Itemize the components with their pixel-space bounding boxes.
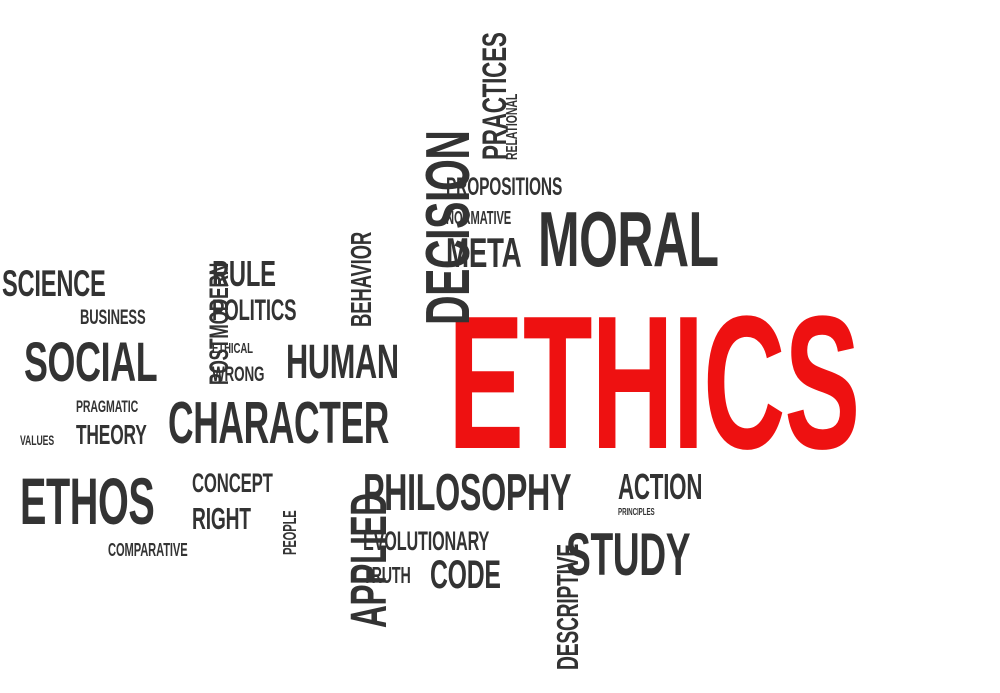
word-ethos: ETHOS (20, 464, 155, 538)
word-theory: THEORY (76, 419, 147, 450)
word-science: SCIENCE (2, 263, 106, 304)
word-comparative: COMPARATIVE (108, 540, 188, 560)
word-people: PEOPLE (280, 510, 300, 555)
word-character: CHARACTER (168, 390, 390, 456)
word-ethics: ETHICS (448, 277, 860, 489)
word-ethical: ETHICAL (212, 340, 253, 357)
word-pragmatic: PRAGMATIC (76, 397, 139, 416)
word-rule: RULE (212, 253, 276, 294)
word-study: STUDY (566, 521, 691, 588)
word-concept: CONCEPT (192, 468, 273, 498)
word-moral: MORAL (538, 195, 719, 283)
word-normative: NORMATIVE (446, 208, 512, 228)
word-social: SOCIAL (24, 330, 158, 393)
word-right: RIGHT (192, 501, 251, 536)
word-human: HUMAN (286, 336, 399, 389)
word-decision: DECISION (414, 130, 483, 325)
word-code: CODE (430, 553, 501, 597)
word-action: ACTION (618, 466, 703, 507)
word-meta: META (446, 229, 522, 276)
word-propositions: PROPOSITIONS (446, 173, 563, 201)
word-behavior: BEHAVIOR (346, 231, 378, 327)
word-principles: PRINCIPLES (618, 507, 655, 518)
word-values: VALUES (20, 432, 55, 448)
word-relational: RELATIONAL (504, 93, 521, 160)
word-business: BUSINESS (80, 306, 146, 329)
word-philosophy: PHILOSOPHY (363, 464, 572, 522)
word-truth: TRUTH (363, 562, 411, 588)
word-evolutionary: EVOLUTIONARY (363, 526, 490, 556)
word-politics: POLITICS (212, 294, 297, 327)
word-wrong: WRONG (212, 363, 265, 386)
